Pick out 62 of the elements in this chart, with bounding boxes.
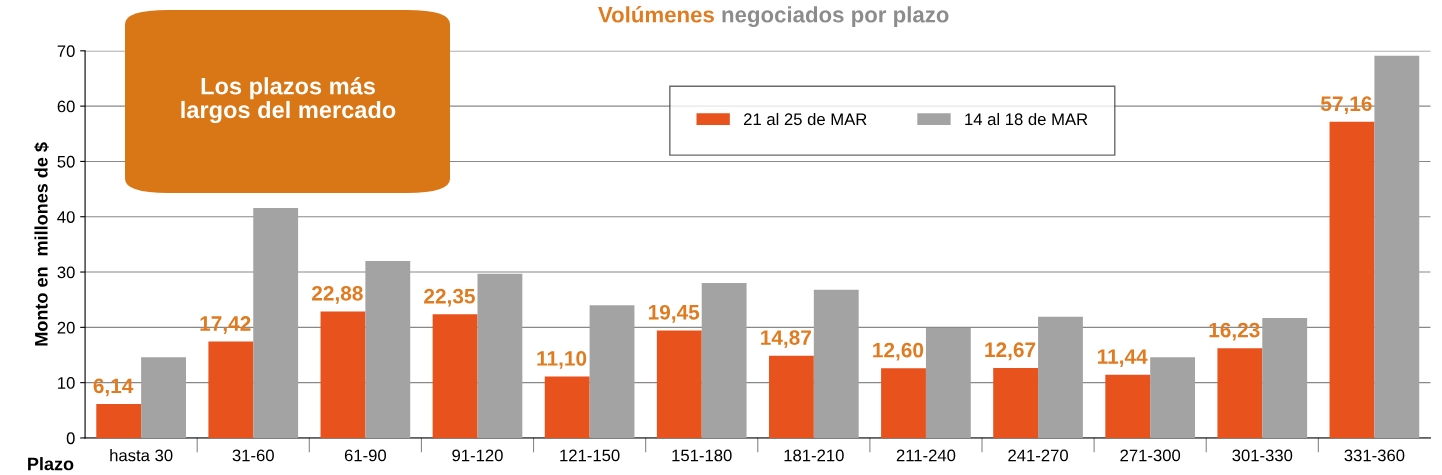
data-label: 17,42 [200,316,251,334]
bar [1150,357,1196,438]
x-tick-label: 31-60 [232,449,274,462]
data-label: 12,60 [873,342,924,361]
data-label: 22,35 [424,288,475,307]
y-tick-label: 50 [57,155,75,168]
bar [432,314,478,438]
legend-label: 21 al 25 de MAR [744,112,867,126]
x-tick-label: hasta 30 [110,449,173,462]
annotation: Los plazos más largos del mercado [181,76,396,124]
chart-title: Volúmenes negociados por plazo [598,6,949,28]
x-axis-title: Plazo [28,457,74,471]
bar [589,305,635,438]
bar [477,273,523,438]
bar [813,289,859,438]
x-tick-label: 241-270 [1008,449,1068,462]
bar [701,283,747,438]
x-tick-label: 61-90 [344,449,387,462]
y-axis-title: Monto en millones de $ [34,142,49,346]
data-label: 19,45 [648,304,700,323]
data-label: 11,10 [537,351,587,369]
bar [141,357,186,438]
bar [656,330,702,438]
x-tick-label: 181-210 [784,449,844,462]
bar [881,368,926,438]
data-label: 6,14 [93,378,134,397]
bar [1105,374,1151,438]
data-label: 16,23 [1209,322,1260,341]
x-tick-label: 151-180 [672,449,732,462]
bar [544,376,590,438]
bar [208,341,254,438]
bar [96,403,142,438]
bar [1217,348,1263,438]
legend-label: 14 al 18 de MAR [965,112,1088,126]
y-tick-label: 20 [57,321,75,334]
bar [365,260,411,438]
y-tick-label: 10 [58,377,75,389]
y-tick-label: 0 [66,432,75,445]
y-tick-label: 70 [57,45,75,58]
bar [1262,317,1308,438]
bar [768,355,814,438]
x-tick-label: 91-120 [452,449,503,462]
bar [320,311,366,438]
bar [993,367,1039,438]
x-tick-label: 271-300 [1120,449,1181,462]
data-label: 22,88 [312,285,363,304]
y-tick-label: 30 [57,266,75,279]
data-label: 57,16 [1320,96,1372,115]
data-label: 12,67 [985,342,1036,361]
bar [253,207,299,438]
y-tick-label: 60 [57,100,75,113]
data-label: 14,87 [761,330,811,348]
x-tick-label: 211-240 [896,449,956,462]
x-tick-label: 301-330 [1232,449,1293,462]
data-label: 11,44 [1097,349,1148,367]
x-tick-label: 331-360 [1344,449,1405,462]
y-tick-label: 40 [57,211,75,223]
bar [1038,316,1083,438]
bar [1329,121,1375,438]
bar [1374,55,1420,438]
bar [925,327,971,438]
x-tick-label: 121-150 [560,449,620,462]
